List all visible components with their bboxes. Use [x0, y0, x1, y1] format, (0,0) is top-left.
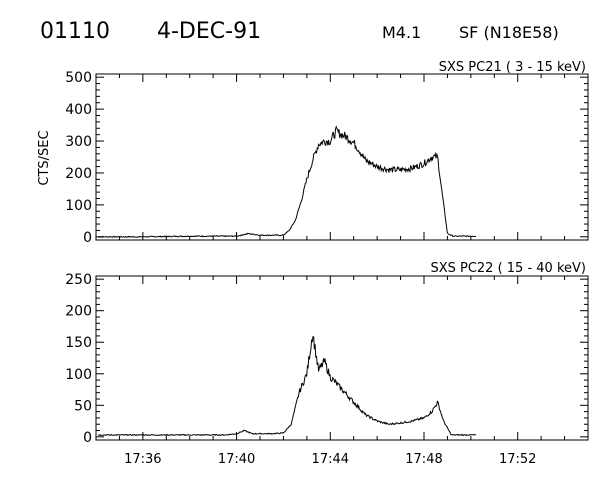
panel-pc22-ytick-label: 200: [65, 304, 92, 320]
panel-pc21-ytick-label: 300: [65, 134, 92, 150]
panel-pc22-xtick-label: 17:36: [124, 452, 161, 467]
panel-pc22-ytick-label: 0: [83, 430, 92, 446]
panel-pc21-ytick-label: 100: [65, 198, 92, 214]
panel-pc21: SXS PC21 ( 3 - 15 keV) CTS/SEC 0 100 200 30…: [37, 60, 589, 246]
panel-pc22-xtick-label: 17:52: [499, 452, 536, 467]
panel-pc21-ytick-label: 0: [83, 230, 92, 246]
panel-pc21-ytick-label: 500: [65, 70, 92, 86]
panel-pc22: SXS PC22 ( 15 - 40 keV) 0 50 100 150 200 250 1…: [65, 261, 589, 467]
panel-pc22-ytick-label: 150: [65, 335, 92, 351]
panel-pc22-xtick-label: 17:40: [218, 452, 255, 467]
panel-pc21-ytick-label: 200: [65, 166, 92, 182]
panel-pc22-ytick-label: 250: [65, 272, 92, 288]
event-date: 4-DEC-91: [157, 19, 261, 44]
panel-pc21-frame: [95, 73, 589, 241]
panel-pc22-frame: [95, 275, 589, 441]
flare-class: M4.1: [382, 23, 421, 42]
event-id: 01110: [40, 19, 110, 44]
panel-pc21-ytick-label: 400: [65, 102, 92, 118]
flare-info: SF (N18E58): [459, 23, 559, 42]
panel-pc22-xtick-label: 17:44: [312, 452, 349, 467]
panel-pc21-series-line: [97, 125, 477, 238]
panel-pc21-ylabel: CTS/SEC: [37, 130, 52, 185]
panel-pc22-ytick-label: 50: [74, 398, 92, 414]
panel-pc21-title: SXS PC21 ( 3 - 15 keV): [439, 60, 586, 75]
panel-pc22-xtick-label: 17:48: [405, 452, 442, 467]
panel-pc22-series-line: [97, 335, 477, 437]
panel-pc22-title: SXS PC22 ( 15 - 40 keV): [430, 261, 586, 276]
panel-pc22-ytick-label: 100: [65, 367, 92, 383]
